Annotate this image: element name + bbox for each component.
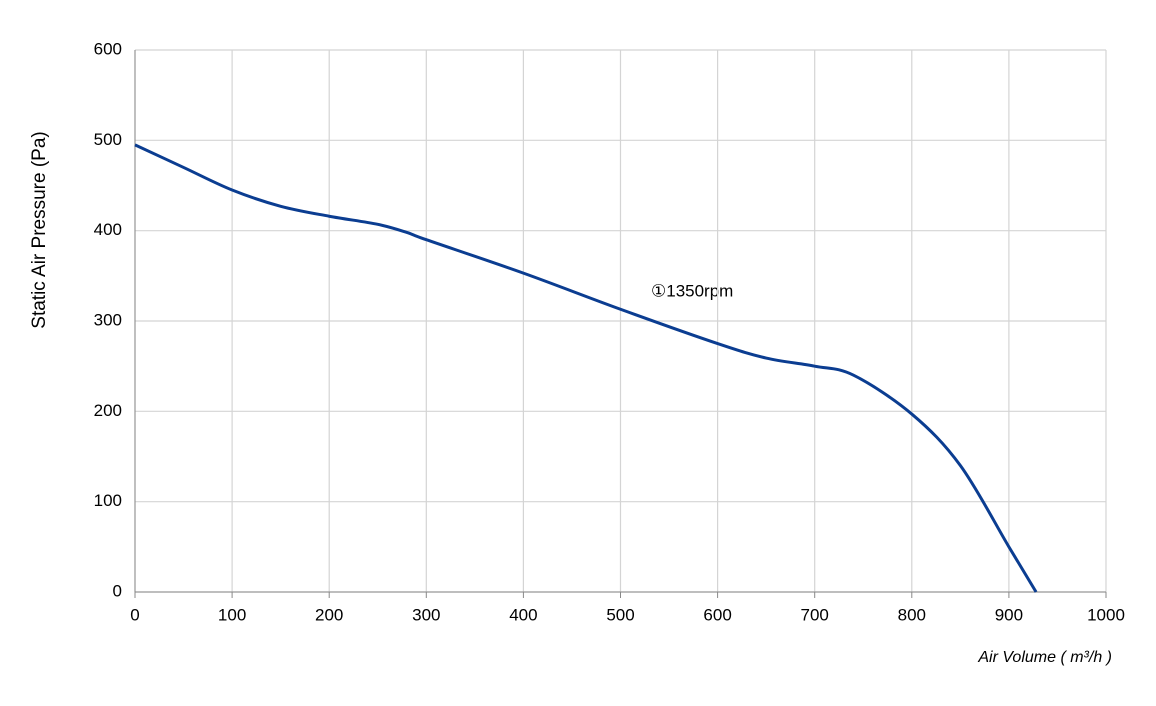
y-tick-label: 100 — [94, 491, 122, 510]
y-tick-label: 0 — [113, 581, 122, 600]
x-axis-title: Air Volume ( m³/h ) — [977, 649, 1112, 666]
x-tick-label: 900 — [995, 605, 1023, 624]
x-tick-label: 400 — [509, 605, 537, 624]
series-label: ①1350rpm — [651, 281, 733, 300]
x-tick-label: 0 — [130, 605, 139, 624]
y-tick-label: 600 — [94, 39, 122, 58]
y-axis-title: Static Air Pressure (Pa) — [29, 131, 50, 328]
x-tick-label: 800 — [898, 605, 926, 624]
y-tick-label: 300 — [94, 310, 122, 329]
x-tick-label: 100 — [218, 605, 246, 624]
x-tick-label: 1000 — [1087, 605, 1125, 624]
y-tick-label: 400 — [94, 220, 122, 239]
series-line — [134, 143, 1038, 593]
x-tick-label: 200 — [315, 605, 343, 624]
y-tick-label: 500 — [94, 130, 122, 149]
x-tick-label: 600 — [703, 605, 731, 624]
y-tick-label: 200 — [94, 401, 122, 420]
x-tick-label: 500 — [606, 605, 634, 624]
x-tick-label: 700 — [801, 605, 829, 624]
x-tick-label: 300 — [412, 605, 440, 624]
